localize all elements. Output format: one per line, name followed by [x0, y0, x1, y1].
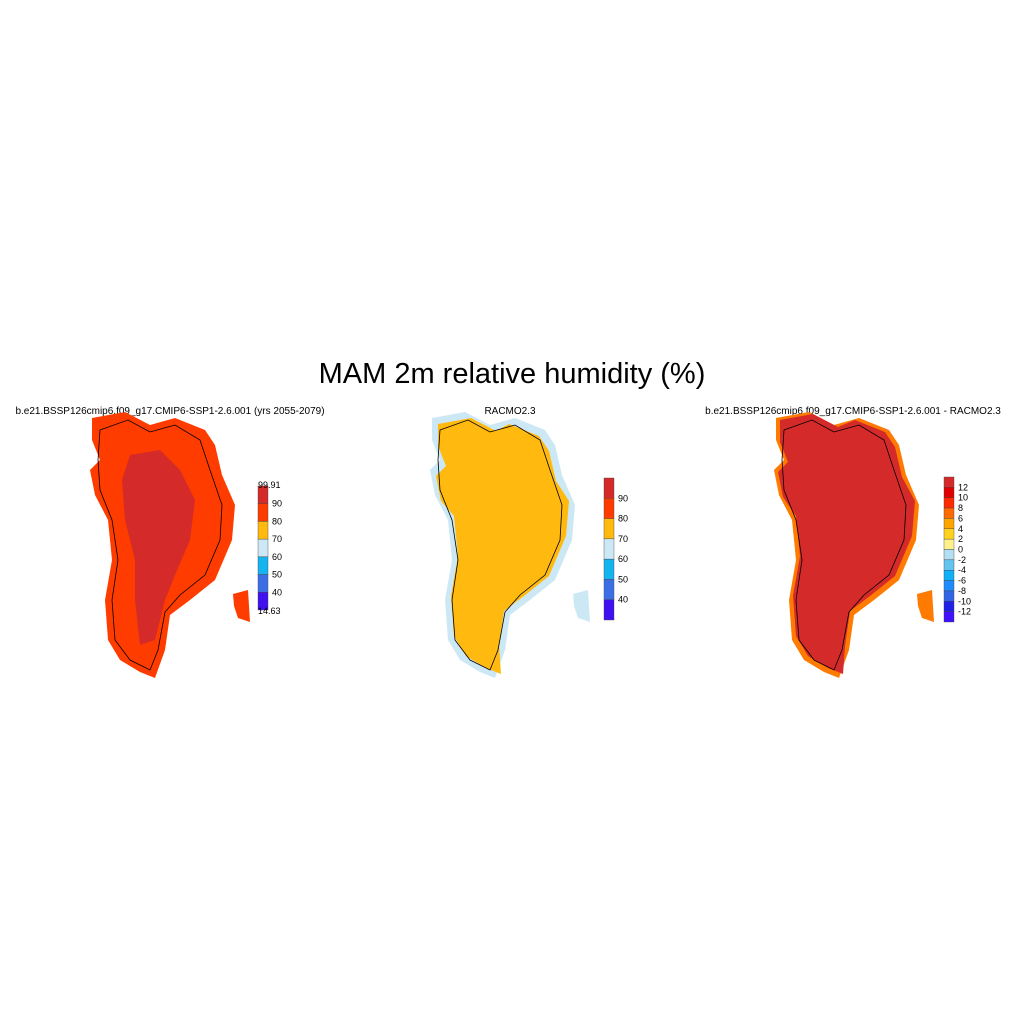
- colorbar-label: 6: [958, 513, 963, 523]
- colorbar-label: 99.91: [258, 480, 281, 490]
- colorbar-label: 40: [618, 595, 628, 605]
- colorbar-label: -8: [958, 586, 966, 596]
- colorbar-box: [943, 611, 955, 623]
- colorbar-label: -2: [958, 555, 966, 565]
- colorbar-label: 60: [618, 554, 628, 564]
- colorbar-label: 60: [272, 552, 282, 562]
- colorbar-box: [603, 579, 615, 600]
- colorbar-box: [603, 538, 615, 560]
- colorbar-box: [257, 503, 269, 522]
- colorbar-box: [603, 518, 615, 540]
- colorbar-label: -6: [958, 576, 966, 586]
- colorbar-label: 0: [958, 545, 963, 555]
- island-field: [233, 590, 250, 622]
- colorbar-label: 80: [272, 516, 282, 526]
- colorbar-label: 80: [618, 514, 628, 524]
- colorbar-box: [943, 580, 955, 592]
- colorbar-label: 40: [272, 587, 282, 597]
- colorbar-box: [943, 476, 955, 488]
- colorbar-label: 14.63: [258, 606, 281, 616]
- ice-sheet-field: [778, 414, 915, 674]
- colorbar-label: 8: [958, 503, 963, 513]
- colorbar-box: [257, 574, 269, 593]
- colorbar-box: [943, 570, 955, 581]
- island-field: [573, 590, 590, 622]
- colorbar-box: [943, 538, 955, 550]
- colorbar-label: -12: [958, 607, 971, 617]
- colorbar-box: [603, 558, 615, 580]
- coastline: [97, 419, 223, 671]
- colorbar-label: 10: [958, 493, 968, 503]
- colorbar-label: -10: [958, 596, 971, 606]
- colorbar-box: [943, 487, 955, 498]
- colorbar-label: 50: [618, 574, 628, 584]
- coastline: [781, 419, 907, 671]
- colorbar-box: [257, 592, 269, 611]
- colorbar-box: [257, 556, 269, 575]
- colorbar-box: [943, 559, 955, 571]
- panel-title-racmo: RACMO2.3: [484, 406, 536, 417]
- colorbar-box: [943, 549, 955, 561]
- figure-title: MAM 2m relative humidity (%): [318, 358, 706, 390]
- panel-title-difference: b.e21.BSSP126cmip6.f09_g17.CMIP6-SSP1-2.…: [705, 406, 1001, 417]
- colorbar-label: 70: [618, 534, 628, 544]
- colorbar-label: -4: [958, 565, 966, 575]
- colorbar-box: [943, 590, 955, 602]
- colorbar-box: [943, 528, 955, 540]
- colorbar-label: 2: [958, 534, 963, 544]
- colorbar-label: 90: [618, 493, 628, 503]
- colorbar-box: [603, 477, 615, 499]
- colorbar-box: [257, 521, 269, 540]
- colorbar-box: [257, 538, 269, 558]
- colorbar-label: 12: [958, 482, 968, 492]
- colorbar-box: [943, 507, 955, 519]
- colorbar-box: [943, 518, 955, 529]
- colorbar-box: [943, 601, 955, 612]
- ice-sheet-interior-field: [122, 450, 195, 645]
- panel-title-model: b.e21.BSSP126cmip6.f09_g17.CMIP6-SSP1-2.…: [15, 406, 325, 417]
- coastline: [437, 419, 563, 671]
- colorbar-box: [603, 498, 615, 519]
- colorbar-label: 70: [272, 534, 282, 544]
- colorbar-box: [603, 599, 615, 621]
- colorbar-label: 90: [272, 499, 282, 509]
- colorbar-label: 50: [272, 570, 282, 580]
- colorbar-box: [943, 497, 955, 509]
- ice-sheet-field: [436, 418, 569, 674]
- island-field: [917, 590, 934, 622]
- colorbar-label: 4: [958, 524, 963, 534]
